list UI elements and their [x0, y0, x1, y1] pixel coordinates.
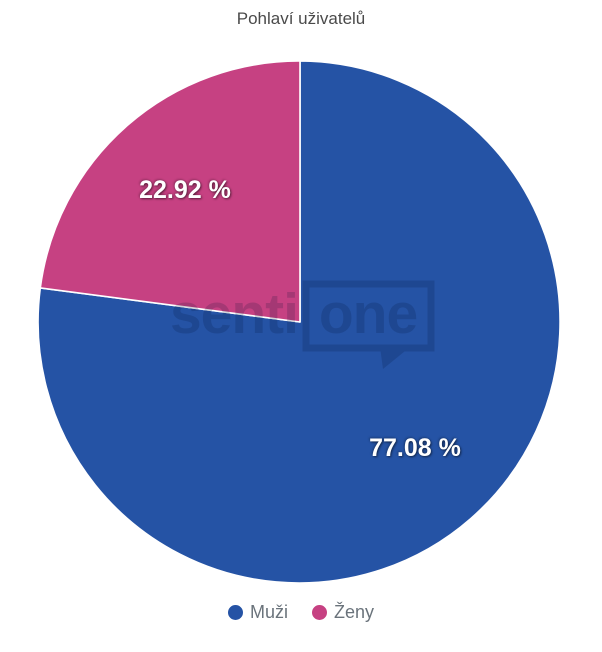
- legend: Muži Ženy: [0, 602, 602, 623]
- legend-label-muzi: Muži: [249, 602, 288, 622]
- sentione-watermark: senti one: [170, 280, 435, 369]
- pie-slice-zeny[interactable]: [39, 60, 301, 323]
- legend-item-muzi[interactable]: Muži: [227, 602, 288, 623]
- watermark-bubble: [302, 280, 435, 352]
- legend-label-zeny: Ženy: [333, 602, 375, 622]
- legend-dot-muzi-icon: [227, 605, 243, 620]
- slice-label-muzi: 77.08 %: [369, 434, 461, 462]
- chart-title: Pohlaví uživatelů: [236, 9, 366, 28]
- legend-item-zeny[interactable]: Ženy: [311, 602, 375, 623]
- watermark-bubble-tail: [380, 347, 410, 369]
- watermark-text-senti: senti: [170, 282, 298, 346]
- legend-dot-zeny-icon: [311, 605, 327, 620]
- slice-label-zeny: 22.92 %: [139, 176, 231, 204]
- watermark-text-one: one: [319, 282, 417, 346]
